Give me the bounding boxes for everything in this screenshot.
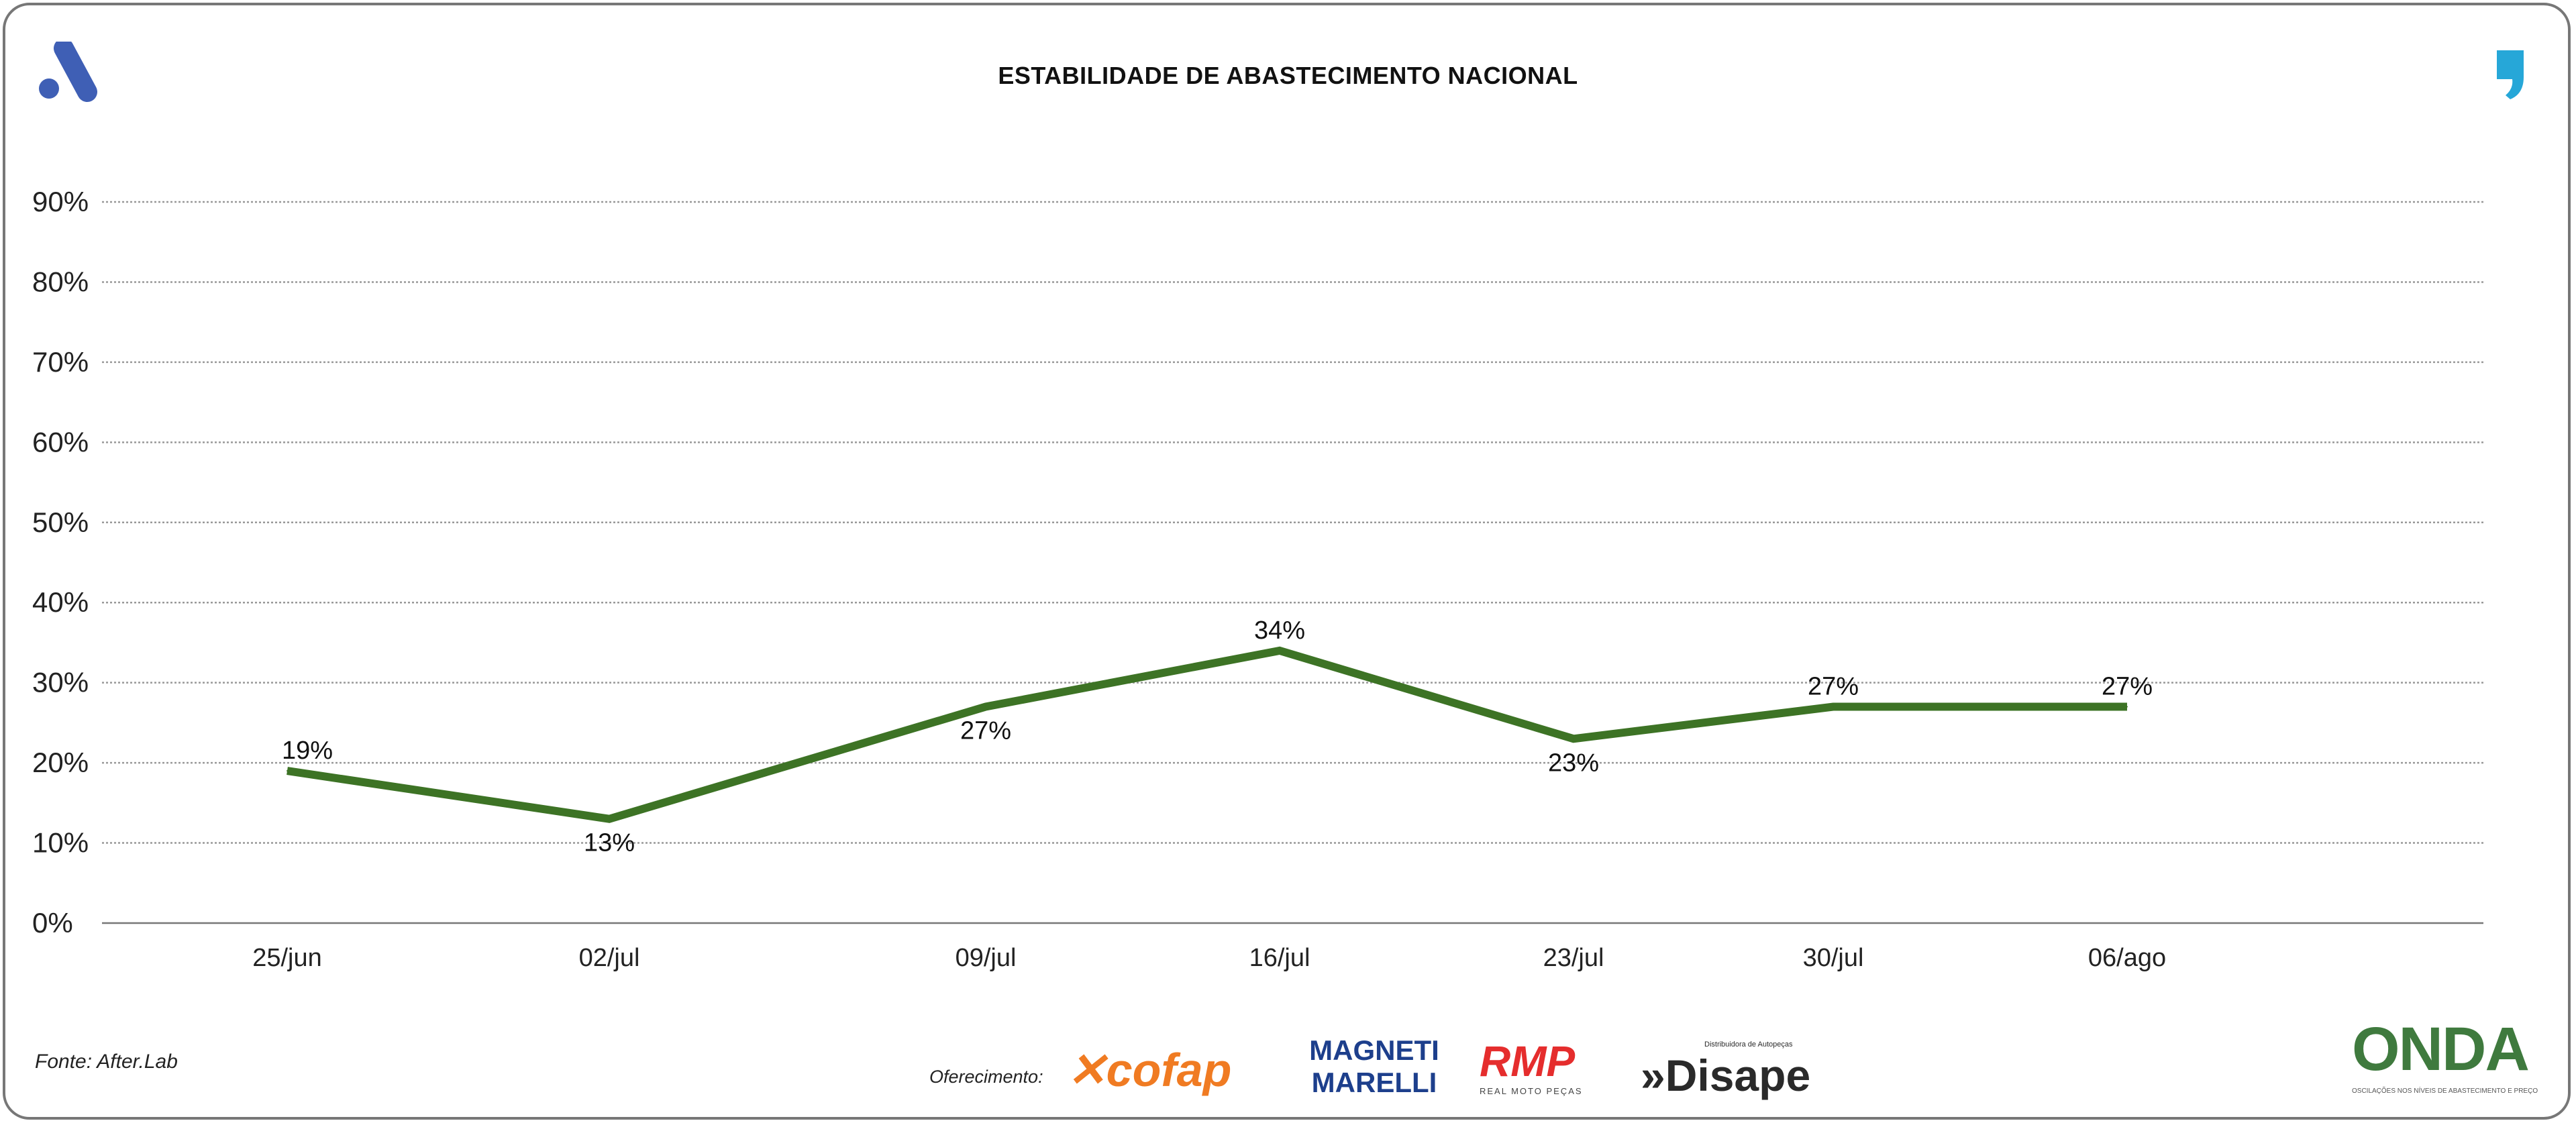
y-tick-label: 50%: [32, 506, 89, 538]
data-point: [1573, 738, 1574, 740]
x-tick-label: 06/ago: [2088, 944, 2166, 972]
a-logo-icon: [39, 42, 97, 102]
x-tick-label: 02/jul: [579, 944, 640, 972]
y-tick-label: 60%: [32, 426, 89, 458]
onda-logo: ONDA: [2352, 1015, 2530, 1083]
data-point: [1833, 706, 1834, 708]
data-point: [287, 770, 288, 772]
x-tick-label: 09/jul: [956, 944, 1017, 972]
y-tick-label: 40%: [32, 586, 89, 618]
comma-logo-icon: [2497, 50, 2524, 99]
magneti-marelli-logo: MAGNETI MARELLI: [1309, 1034, 1439, 1098]
x-tick-label: 30/jul: [1803, 944, 1864, 972]
data-label: 27%: [1808, 673, 1859, 701]
data-label: 34%: [1254, 617, 1305, 645]
data-label: 27%: [960, 717, 1011, 745]
y-tick-label: 30%: [32, 667, 89, 698]
disape-logo: »Disape Distribuidora de Autopeças: [1641, 1040, 1811, 1100]
y-tick-label: 20%: [32, 747, 89, 778]
y-tick-label: 10%: [32, 827, 89, 859]
y-tick-label: 90%: [32, 186, 89, 217]
source-note: Fonte: After.Lab: [35, 1051, 178, 1073]
x-tick-label: 16/jul: [1249, 944, 1310, 972]
data-label: 13%: [584, 829, 635, 857]
sponsor-label: Oferecimento:: [929, 1067, 1043, 1087]
chart-frame: [3, 3, 2571, 1120]
data-point: [985, 706, 986, 708]
y-tick-label: 70%: [32, 346, 89, 378]
x-tick-label: 23/jul: [1543, 944, 1604, 972]
data-label: 23%: [1548, 749, 1599, 777]
cofap-logo: ✕cofap: [1067, 1044, 1232, 1096]
data-point: [609, 818, 610, 820]
chart-title: ESTABILIDADE DE ABASTECIMENTO NACIONAL: [998, 62, 1578, 89]
data-label: 27%: [2102, 673, 2153, 701]
onda-subtitle: OSCILAÇÕES NOS NÍVEIS DE ABASTECIMENTO E…: [2352, 1087, 2538, 1095]
data-point: [2126, 706, 2128, 708]
rmp-logo: RMP REAL MOTO PEÇAS: [1480, 1037, 1583, 1096]
y-tick-label: 80%: [32, 266, 89, 297]
data-label: 19%: [282, 737, 333, 765]
data-point: [1279, 649, 1280, 651]
y-tick-label: 0%: [32, 907, 73, 939]
x-tick-label: 25/jun: [252, 944, 322, 972]
